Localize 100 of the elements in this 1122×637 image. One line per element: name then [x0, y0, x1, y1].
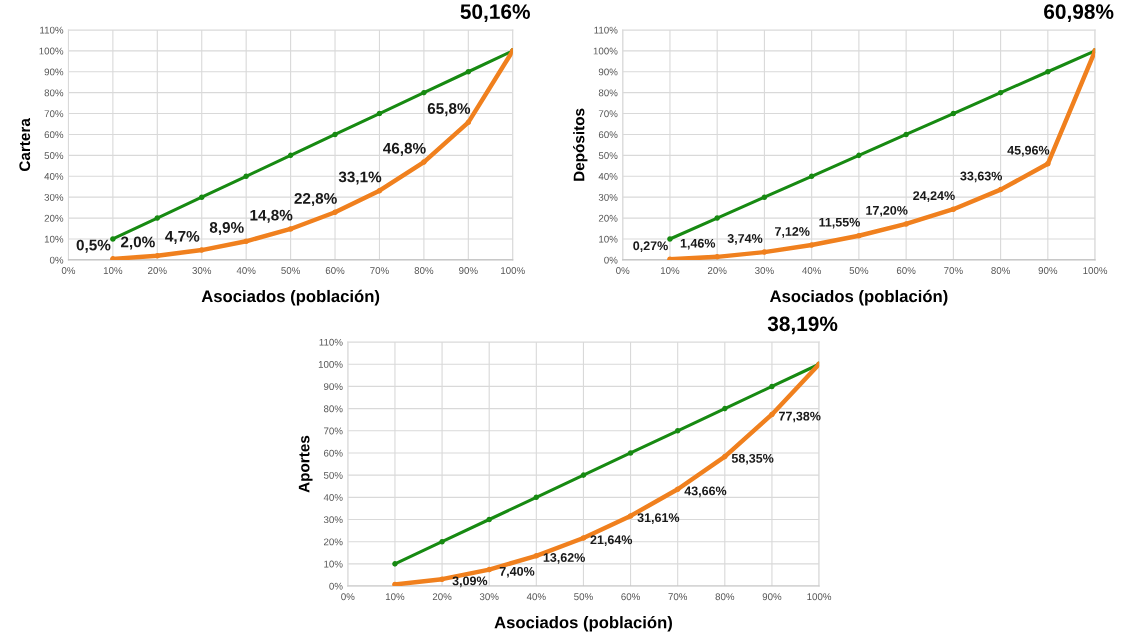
data-label: 11,55%	[819, 217, 860, 229]
x-tick-label: 70%	[944, 267, 963, 274]
data-label: 7,12%	[775, 227, 810, 238]
y-tick-label: 50%	[323, 471, 343, 479]
data-label: 2,0%	[120, 236, 155, 250]
y-tick-label: 100%	[39, 47, 64, 55]
x-tick-label: 50%	[849, 267, 869, 274]
y-tick-label: 10%	[599, 235, 618, 243]
y-tick-label: 80%	[323, 405, 343, 413]
x-tick-label: 10%	[103, 267, 123, 274]
y-tick-label: 20%	[323, 538, 343, 546]
x-tick-label: 10%	[660, 267, 680, 274]
y-tick-label: 20%	[44, 214, 64, 222]
y-tick-label: 70%	[598, 110, 618, 118]
y-tick-label: 90%	[323, 383, 343, 391]
y-tick-label: 60%	[598, 131, 618, 139]
x-tick-label: 0%	[616, 267, 630, 274]
data-label: 14,8%	[250, 209, 293, 223]
y-tick-label: 30%	[44, 193, 64, 201]
data-label: 58,35%	[731, 453, 774, 465]
data-label: 17,20%	[866, 205, 908, 217]
y-tick-label: 10%	[324, 560, 343, 568]
y-tick-label: 10%	[44, 235, 64, 243]
y-tick-label: 40%	[44, 173, 64, 180]
y-tick-label: 50%	[44, 152, 64, 159]
x-tick-label: 20%	[432, 593, 452, 601]
chart-title: 38,19%	[767, 316, 838, 335]
x-tick-label: 30%	[479, 593, 499, 601]
x-axis-title: Asociados (población)	[201, 289, 380, 306]
y-tick-label: 0%	[604, 256, 618, 264]
y-axis-title: Cartera	[19, 118, 31, 172]
y-tick-label: 80%	[598, 89, 618, 97]
y-tick-label: 30%	[598, 193, 618, 201]
x-tick-label: 90%	[459, 267, 478, 274]
x-tick-label: 20%	[707, 267, 727, 274]
x-tick-label: 70%	[668, 593, 688, 601]
x-tick-label: 80%	[715, 593, 735, 601]
x-tick-label: 50%	[574, 593, 593, 601]
y-tick-label: 110%	[40, 26, 64, 34]
x-tick-label: 70%	[370, 267, 389, 274]
y-tick-label: 30%	[323, 516, 343, 524]
x-tick-label: 100%	[501, 267, 525, 274]
data-label: 4,7%	[165, 230, 200, 244]
y-tick-label: 100%	[593, 47, 618, 55]
x-tick-label: 90%	[1038, 267, 1058, 274]
x-tick-label: 40%	[236, 267, 256, 274]
x-tick-label: 0%	[61, 267, 76, 274]
x-tick-label: 10%	[385, 593, 405, 601]
x-tick-label: 100%	[1083, 267, 1108, 274]
x-axis-title: Asociados (población)	[494, 615, 672, 632]
x-tick-label: 40%	[802, 267, 822, 274]
data-label: 3,09%	[452, 576, 488, 588]
chart-title: 60,98%	[1044, 4, 1114, 23]
x-tick-label: 60%	[896, 267, 916, 274]
y-tick-label: 50%	[598, 152, 618, 159]
data-label: 0,27%	[633, 241, 668, 252]
y-tick-label: 90%	[44, 68, 64, 76]
data-label: 33,1%	[338, 171, 382, 185]
data-label: 22,8%	[294, 193, 337, 207]
y-tick-label: 0%	[49, 256, 64, 264]
data-label: 21,64%	[590, 535, 633, 546]
y-tick-label: 110%	[319, 338, 343, 346]
data-label: 8,9%	[209, 222, 244, 236]
data-label: 24,24%	[913, 191, 955, 202]
x-axis-title: Asociados (población)	[769, 289, 948, 306]
y-tick-label: 60%	[44, 131, 64, 139]
y-tick-label: 90%	[598, 68, 618, 76]
data-label: 45,96%	[1007, 145, 1050, 157]
data-label: 0,5%	[76, 239, 111, 253]
data-label: 31,61%	[637, 513, 680, 524]
y-tick-label: 70%	[44, 110, 64, 118]
y-tick-label: 60%	[323, 449, 343, 457]
data-label: 1,46%	[680, 238, 716, 250]
x-tick-label: 90%	[762, 593, 782, 601]
x-tick-label: 80%	[991, 267, 1010, 274]
y-tick-label: 100%	[318, 360, 343, 368]
y-tick-label: 20%	[598, 214, 618, 222]
y-axis-title: Aportes	[298, 435, 313, 493]
y-tick-label: 40%	[598, 173, 618, 180]
data-label: 77,38%	[779, 411, 821, 423]
y-axis-title: Depósitos	[573, 108, 588, 181]
data-label: 65,8%	[427, 103, 471, 117]
y-tick-label: 70%	[324, 427, 343, 435]
y-tick-label: 110%	[594, 26, 618, 34]
x-tick-label: 60%	[621, 593, 640, 601]
y-tick-label: 80%	[44, 89, 64, 97]
x-tick-label: 30%	[192, 267, 212, 274]
y-tick-label: 0%	[329, 582, 343, 590]
data-label: 3,74%	[727, 234, 763, 245]
x-tick-label: 80%	[414, 267, 434, 274]
x-tick-label: 100%	[807, 593, 832, 601]
x-tick-label: 20%	[148, 267, 167, 274]
x-tick-label: 50%	[281, 267, 300, 274]
data-label: 33,63%	[960, 171, 1003, 183]
data-label: 43,66%	[684, 486, 727, 498]
data-label: 46,8%	[383, 142, 426, 156]
x-tick-label: 30%	[755, 267, 774, 274]
y-tick-label: 40%	[323, 494, 343, 501]
data-label: 13,62%	[543, 553, 585, 564]
data-label: 7,40%	[499, 566, 535, 578]
